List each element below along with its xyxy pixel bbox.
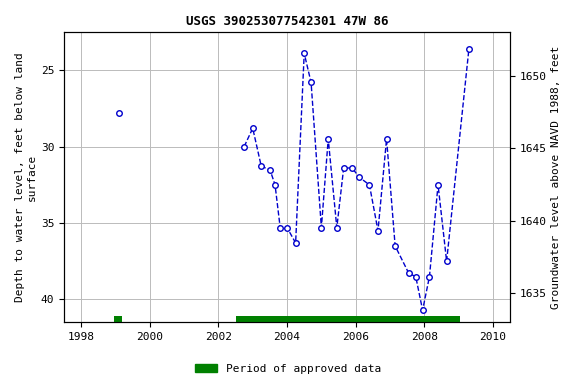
Y-axis label: Groundwater level above NAVD 1988, feet: Groundwater level above NAVD 1988, feet	[551, 46, 561, 309]
Legend: Period of approved data: Period of approved data	[191, 359, 385, 378]
Title: USGS 390253077542301 47W 86: USGS 390253077542301 47W 86	[186, 15, 388, 28]
Y-axis label: Depth to water level, feet below land
surface: Depth to water level, feet below land su…	[15, 52, 37, 302]
